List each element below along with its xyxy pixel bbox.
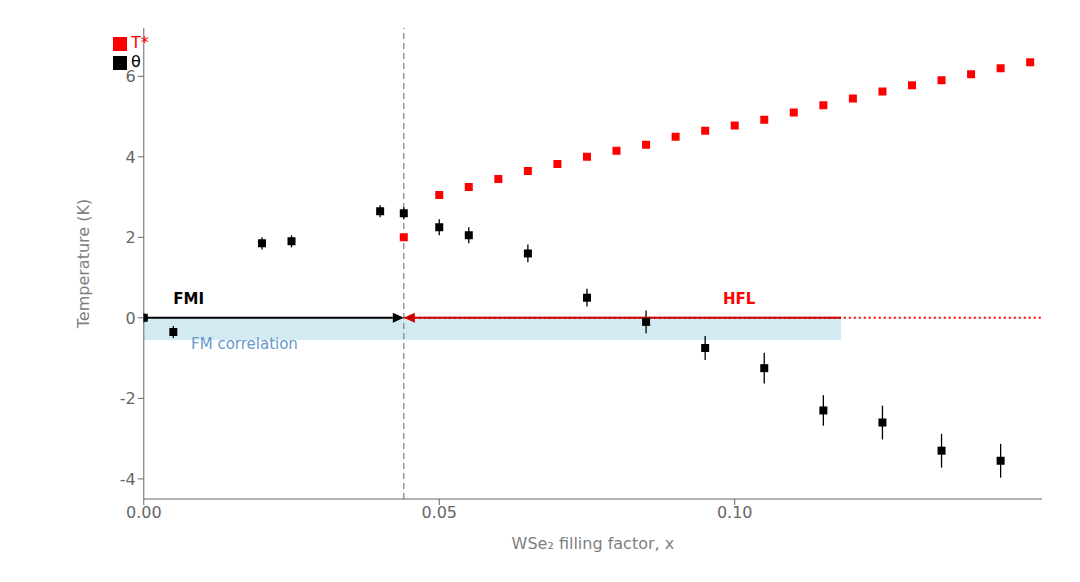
html-text:T*: T* — [131, 33, 149, 52]
svg-text:0: 0 — [126, 309, 136, 328]
svg-text:0.05: 0.05 — [421, 503, 457, 522]
svg-text:FMI: FMI — [173, 290, 204, 308]
svg-text:FM correlation: FM correlation — [191, 335, 298, 353]
svg-text:0.10: 0.10 — [717, 503, 753, 522]
svg-text:0.00: 0.00 — [126, 503, 162, 522]
svg-text:4: 4 — [126, 148, 136, 167]
svg-text:Temperature (K): Temperature (K) — [74, 199, 93, 329]
svg-text:6: 6 — [126, 67, 136, 86]
svg-text:WSe₂ filling factor, x: WSe₂ filling factor, x — [512, 534, 675, 553]
svg-text:2: 2 — [126, 228, 136, 247]
html-text:θ: θ — [131, 52, 141, 71]
svg-text:-4: -4 — [120, 470, 136, 489]
svg-text:-2: -2 — [120, 389, 136, 408]
svg-text:HFL: HFL — [723, 290, 756, 308]
